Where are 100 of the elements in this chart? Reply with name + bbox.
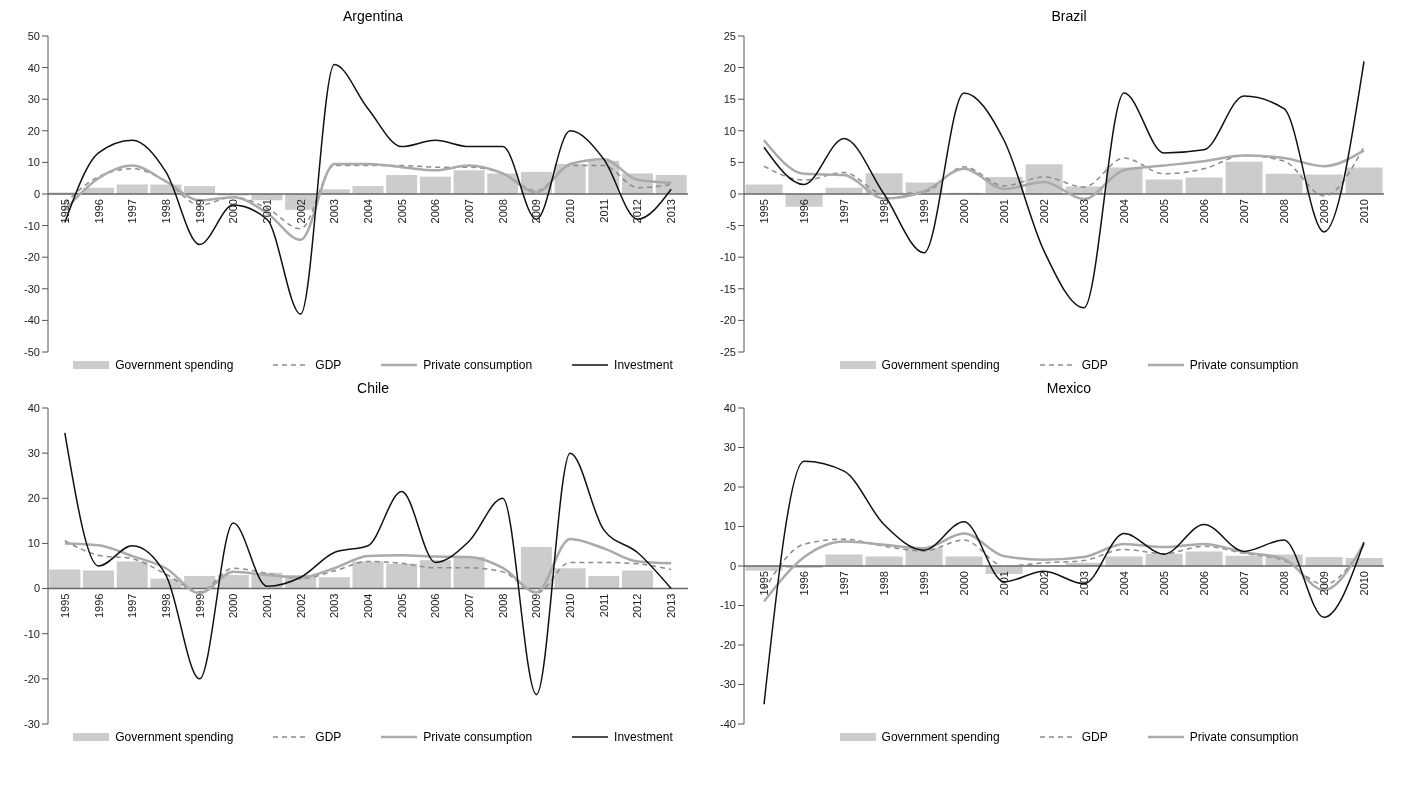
x-tick-label: 2004 [1118, 571, 1130, 596]
x-tick-label: 2009 [1318, 571, 1330, 596]
x-tick-label: 1997 [838, 571, 850, 596]
x-tick-label: 2003 [1078, 571, 1090, 596]
x-tick-label: 2009 [1318, 199, 1330, 224]
x-tick-label: 2013 [665, 593, 678, 619]
x-tick-label: 2010 [1358, 199, 1370, 224]
x-tick-label: 1999 [193, 593, 206, 619]
legend-label: GDP [315, 358, 342, 372]
y-tick-label: -25 [720, 345, 736, 358]
x-tick-label: 1996 [798, 199, 810, 224]
x-tick-label: 2009 [530, 199, 543, 224]
y-tick-label: -30 [720, 678, 736, 691]
x-tick-label: 2003 [328, 199, 341, 224]
legend-label: Private consumption [423, 358, 533, 372]
x-tick-label: 1998 [878, 571, 890, 596]
y-tick-label: -20 [720, 638, 736, 651]
y-tick-label: -15 [720, 282, 736, 295]
x-tick-label: 2008 [496, 593, 509, 619]
x-tick-label: 2005 [1158, 571, 1170, 596]
x-tick-label: 2006 [1198, 199, 1210, 224]
x-tick-label: 2000 [227, 199, 240, 224]
x-tick-label: 2004 [362, 593, 374, 619]
x-tick-label: 2004 [1118, 199, 1130, 224]
x-tick-label: 1995 [758, 199, 770, 224]
x-tick-label: 2009 [530, 593, 543, 619]
x-tick-label: 2013 [665, 199, 678, 224]
y-tick-label: 10 [723, 124, 736, 137]
y-tick-label: -20 [24, 251, 40, 264]
x-tick-label: 1995 [58, 593, 71, 619]
y-tick-label: 15 [723, 93, 736, 106]
x-tick-label: 1998 [159, 593, 172, 619]
x-tick-label: 2003 [1078, 199, 1090, 224]
x-tick-label: 2010 [564, 593, 577, 619]
y-tick-label: 40 [27, 401, 40, 414]
x-tick-label: 2001 [260, 593, 273, 619]
x-tick-label: 1997 [126, 199, 139, 224]
y-tick-label: 0 [729, 559, 736, 572]
y-tick-label: 40 [723, 401, 736, 414]
x-tick-label: 2001 [998, 571, 1010, 596]
y-tick-label: -10 [24, 219, 40, 232]
x-tick-label: 2006 [1198, 571, 1210, 596]
x-tick-label: 2000 [958, 199, 970, 224]
legend-label: Government spending [881, 358, 1000, 372]
legend-label: Government spending [881, 730, 1000, 744]
x-tick-label: 1997 [126, 593, 139, 619]
x-tick-label: 2006 [429, 593, 442, 619]
x-tick-label: 1999 [918, 199, 930, 224]
legend-label: Private consumption [1189, 358, 1299, 372]
chart-title: Argentina [342, 8, 404, 26]
y-tick-label: 5 [729, 156, 736, 169]
y-tick-label: 50 [27, 29, 40, 42]
x-tick-label: 2010 [1358, 571, 1370, 596]
y-tick-label: -30 [24, 282, 40, 295]
y-tick-label: 10 [27, 156, 40, 169]
y-tick-label: -20 [720, 314, 736, 327]
x-tick-label: 2002 [1038, 571, 1050, 596]
x-tick-label: 2004 [362, 199, 374, 224]
y-tick-label: -5 [726, 219, 736, 232]
x-tick-label: 2000 [227, 593, 240, 619]
y-tick-label: -40 [720, 717, 736, 730]
y-tick-label: -10 [720, 599, 736, 612]
y-tick-label: -10 [24, 627, 40, 640]
y-tick-label: 20 [27, 492, 40, 505]
y-tick-label: 0 [729, 187, 736, 200]
x-tick-label: 2011 [597, 593, 610, 618]
x-tick-label: 2008 [496, 199, 509, 224]
x-tick-label: 2001 [998, 199, 1010, 224]
y-tick-label: 10 [27, 537, 40, 550]
x-tick-label: 2005 [1158, 199, 1170, 224]
x-tick-label: 2008 [1278, 571, 1290, 596]
y-tick-label: -50 [24, 345, 40, 358]
legend-label: Government spending [115, 730, 234, 744]
x-tick-label: 1999 [918, 571, 930, 596]
y-tick-label: -30 [24, 717, 40, 730]
legend-label: GDP [1081, 358, 1108, 372]
x-tick-label: 1999 [193, 199, 206, 224]
x-tick-label: 2012 [631, 199, 644, 224]
y-tick-label: -10 [720, 251, 736, 264]
y-tick-label: 0 [33, 582, 40, 595]
x-tick-label: 2011 [597, 199, 610, 223]
x-tick-label: 2001 [260, 199, 273, 224]
x-tick-label: 1995 [58, 199, 71, 224]
y-tick-label: 20 [723, 61, 736, 74]
x-tick-label: 1998 [878, 199, 890, 224]
y-tick-label: 20 [723, 480, 736, 493]
legend-label: GDP [1081, 730, 1108, 744]
x-tick-label: 2002 [294, 593, 307, 619]
x-tick-label: 1996 [92, 199, 105, 224]
x-tick-label: 2002 [294, 199, 307, 224]
x-tick-label: 1995 [758, 571, 770, 596]
y-tick-label: 40 [27, 61, 40, 74]
x-tick-label: 2000 [958, 571, 970, 596]
x-tick-label: 2007 [463, 593, 476, 619]
y-tick-label: 25 [723, 29, 736, 42]
chart-title: Mexico [1045, 380, 1093, 398]
x-tick-label: 2002 [1038, 199, 1050, 224]
y-tick-label: 10 [723, 520, 736, 533]
x-tick-label: 2012 [631, 593, 644, 619]
x-tick-label: 2006 [429, 199, 442, 224]
